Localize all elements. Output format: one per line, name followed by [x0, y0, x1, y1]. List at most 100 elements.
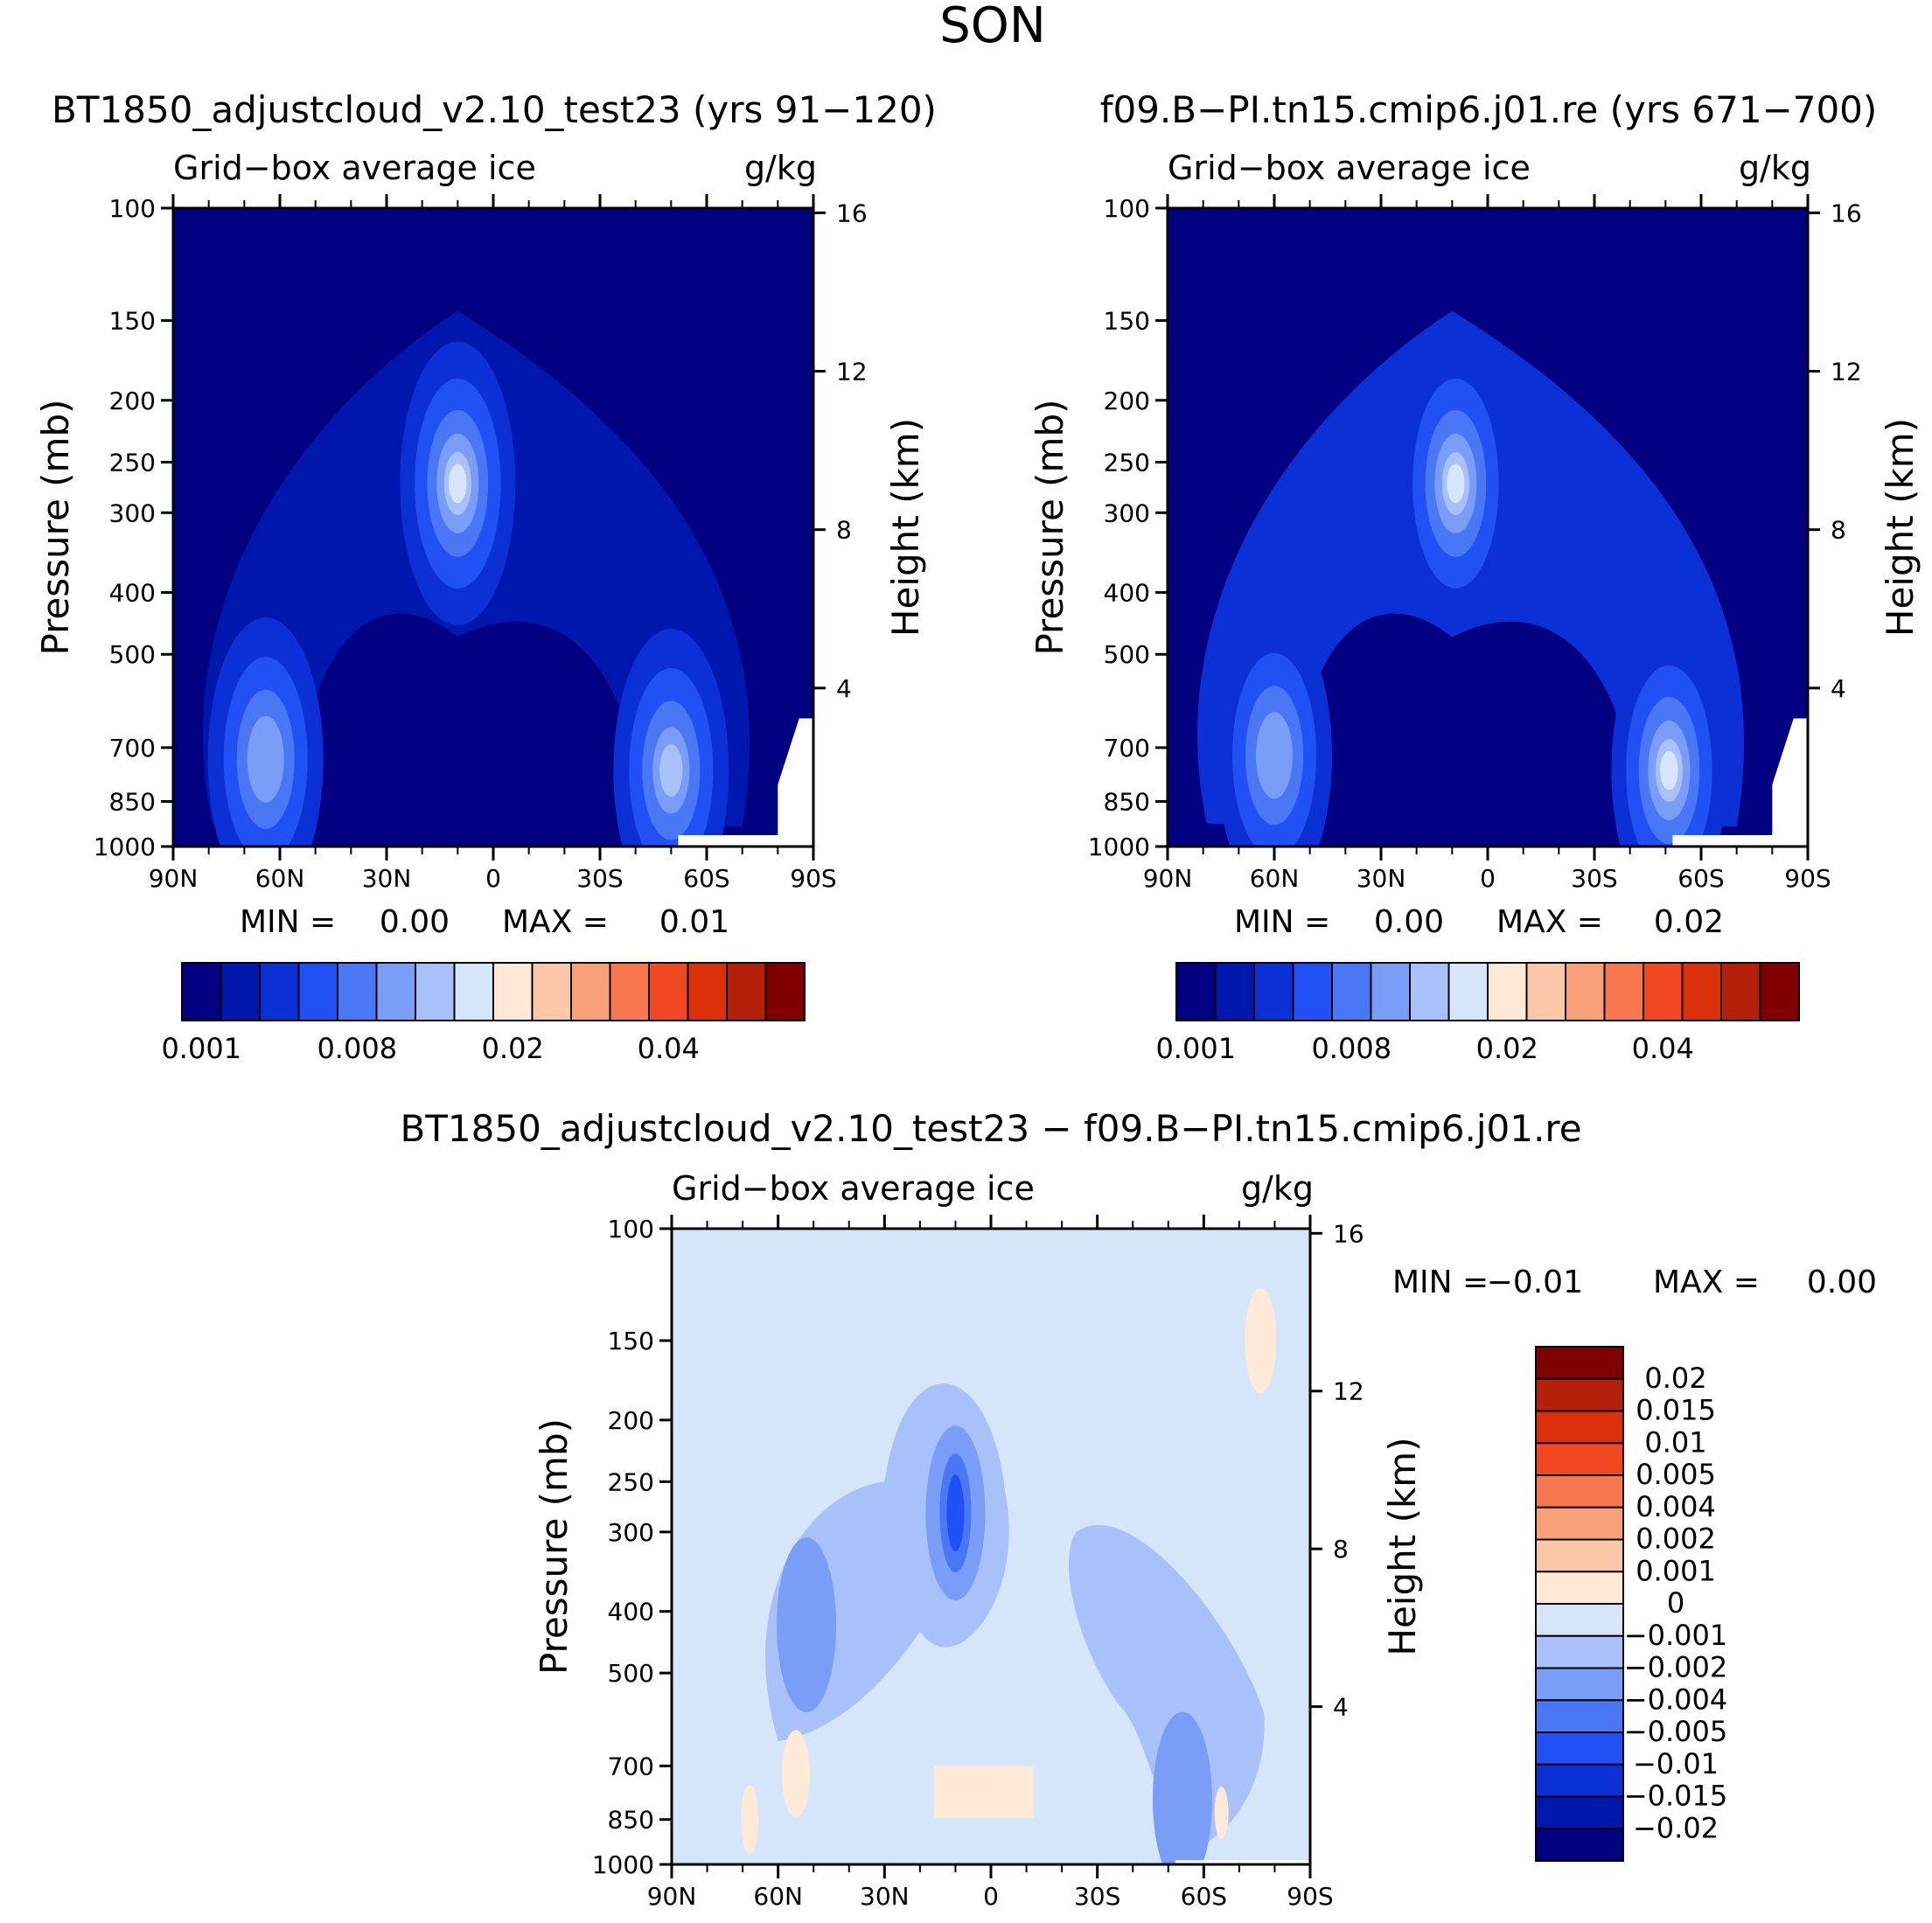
max-value: 0.01 — [659, 904, 729, 940]
colorbar-box — [1535, 1603, 1624, 1637]
colorbar-box — [297, 962, 338, 1021]
x-tick-label: 60N — [255, 864, 305, 893]
y-tick-label: 500 — [109, 640, 156, 669]
colorbar-label: 0.02 — [1476, 1032, 1538, 1065]
contour-field — [173, 208, 813, 847]
x-tick-label: 0 — [1480, 864, 1496, 893]
panel-difference: BT1850_adjustcloud_v2.10_test23 − f09.B−… — [400, 1107, 1877, 1911]
y-tick-label: 300 — [1104, 498, 1150, 527]
panel-title: BT1850_adjustcloud_v2.10_test23 (yrs 91−… — [52, 88, 937, 131]
y-axis-label: Pressure (mb) — [34, 399, 77, 655]
colorbar-box — [259, 962, 300, 1021]
colorbar-box — [492, 962, 534, 1021]
colorbar-box — [648, 962, 689, 1021]
y-tick-label: 300 — [109, 498, 156, 527]
colorbar-box — [1535, 1731, 1624, 1766]
colorbar-box — [726, 962, 767, 1021]
x-tick-label: 60S — [1181, 1882, 1227, 1911]
x-tick-label: 30S — [1074, 1882, 1120, 1911]
anomaly-contour — [1153, 1711, 1212, 1864]
height-tick-label: 16 — [1333, 1219, 1364, 1248]
colorbar-box — [1370, 962, 1411, 1021]
max-value: 0.02 — [1654, 904, 1724, 940]
y-tick-label: 200 — [608, 1406, 654, 1435]
colorbar-box — [570, 962, 611, 1021]
variable-label: Grid−box average ice — [672, 1169, 1035, 1208]
colorbar-box — [1603, 962, 1644, 1021]
x-tick-label: 90N — [647, 1882, 697, 1911]
contour-field — [672, 1229, 1310, 1864]
max-label: MAX = — [1653, 1265, 1760, 1300]
y-tick-label: 250 — [1104, 448, 1150, 477]
colorbar-box — [1409, 962, 1450, 1021]
panel-bt1850: BT1850_adjustcloud_v2.10_test23 (yrs 91−… — [34, 88, 937, 1065]
colorbar-box — [1720, 962, 1761, 1021]
colorbar-label: 0.04 — [1632, 1032, 1694, 1065]
x-tick-label: 90S — [1287, 1882, 1333, 1911]
colorbar-box — [1643, 962, 1684, 1021]
y-right-axis-label: Height (km) — [1381, 1437, 1424, 1655]
colorbar-label: 0.004 — [1636, 1490, 1716, 1523]
colorbar: 0.001 0.008 0.02 0.04 — [1155, 962, 1800, 1065]
ice-contour — [1262, 728, 1287, 782]
max-label: MAX = — [502, 904, 609, 940]
units-label: g/kg — [744, 149, 817, 187]
y-tick-label: 500 — [1104, 640, 1150, 669]
x-tick-label: 90N — [1143, 864, 1193, 893]
units-label: g/kg — [1739, 149, 1811, 187]
variable-label: Grid−box average ice — [173, 149, 536, 187]
missing-data-region — [1672, 718, 1808, 847]
colorbar-box — [415, 962, 456, 1021]
missing-data-region — [678, 718, 813, 847]
anomaly-contour — [777, 1537, 837, 1713]
height-tick-label: 8 — [836, 516, 852, 545]
season-title: SON — [939, 0, 1046, 54]
y-tick-label: 100 — [109, 194, 156, 223]
min-value: 0.00 — [380, 904, 450, 940]
colorbar-label: −0.001 — [1624, 1619, 1727, 1652]
colorbar-box — [1292, 962, 1333, 1021]
colorbar-label: 0 — [1667, 1586, 1684, 1620]
colorbar-box — [764, 962, 806, 1021]
colorbar-label: −0.015 — [1624, 1780, 1727, 1813]
y-tick-label: 1000 — [1088, 833, 1150, 861]
y-tick-label: 100 — [1104, 194, 1150, 223]
colorbar-box — [1759, 962, 1800, 1021]
height-tick-label: 16 — [1831, 199, 1862, 227]
colorbar-box — [1175, 962, 1217, 1021]
y-tick-label: 400 — [608, 1598, 654, 1627]
y-right-axis-label: Height (km) — [884, 418, 927, 637]
colorbar-box — [1535, 1474, 1624, 1508]
anomaly-contour — [1068, 1524, 1265, 1845]
x-tick-label: 60S — [1677, 864, 1724, 893]
y-tick-label: 500 — [608, 1659, 654, 1688]
y-tick-label: 150 — [109, 307, 156, 336]
variable-label: Grid−box average ice — [1168, 149, 1531, 187]
max-value: 0.00 — [1807, 1265, 1877, 1300]
ice-contour — [449, 463, 467, 504]
positive-anomaly — [934, 1766, 1034, 1819]
y-tick-label: 850 — [608, 1806, 654, 1835]
colorbar-box — [220, 962, 261, 1021]
colorbar-box — [375, 962, 416, 1021]
height-tick-label: 4 — [1333, 1693, 1349, 1722]
colorbar-label: −0.004 — [1624, 1683, 1727, 1716]
colorbar-label: 0.001 — [1636, 1554, 1716, 1587]
colorbar-box — [1535, 1410, 1624, 1445]
colorbar-box — [1331, 962, 1372, 1021]
y-tick-label: 250 — [109, 448, 156, 477]
colorbar-label: 0.02 — [1644, 1362, 1706, 1395]
height-tick-label: 12 — [1333, 1377, 1364, 1406]
colorbar-label: 0.001 — [161, 1032, 241, 1065]
height-tick-label: 16 — [836, 199, 868, 227]
y-tick-label: 700 — [109, 734, 156, 763]
colorbar-box — [1535, 1538, 1624, 1573]
x-tick-label: 30N — [1357, 864, 1406, 893]
colorbar-label: 0.002 — [1636, 1522, 1716, 1556]
height-tick-label: 4 — [836, 674, 852, 703]
x-tick-label: 90N — [149, 864, 199, 893]
min-label: MIN = — [1392, 1265, 1489, 1300]
colorbar-box — [687, 962, 728, 1021]
colorbar-box — [1535, 1442, 1624, 1476]
y-tick-label: 700 — [1104, 734, 1150, 763]
